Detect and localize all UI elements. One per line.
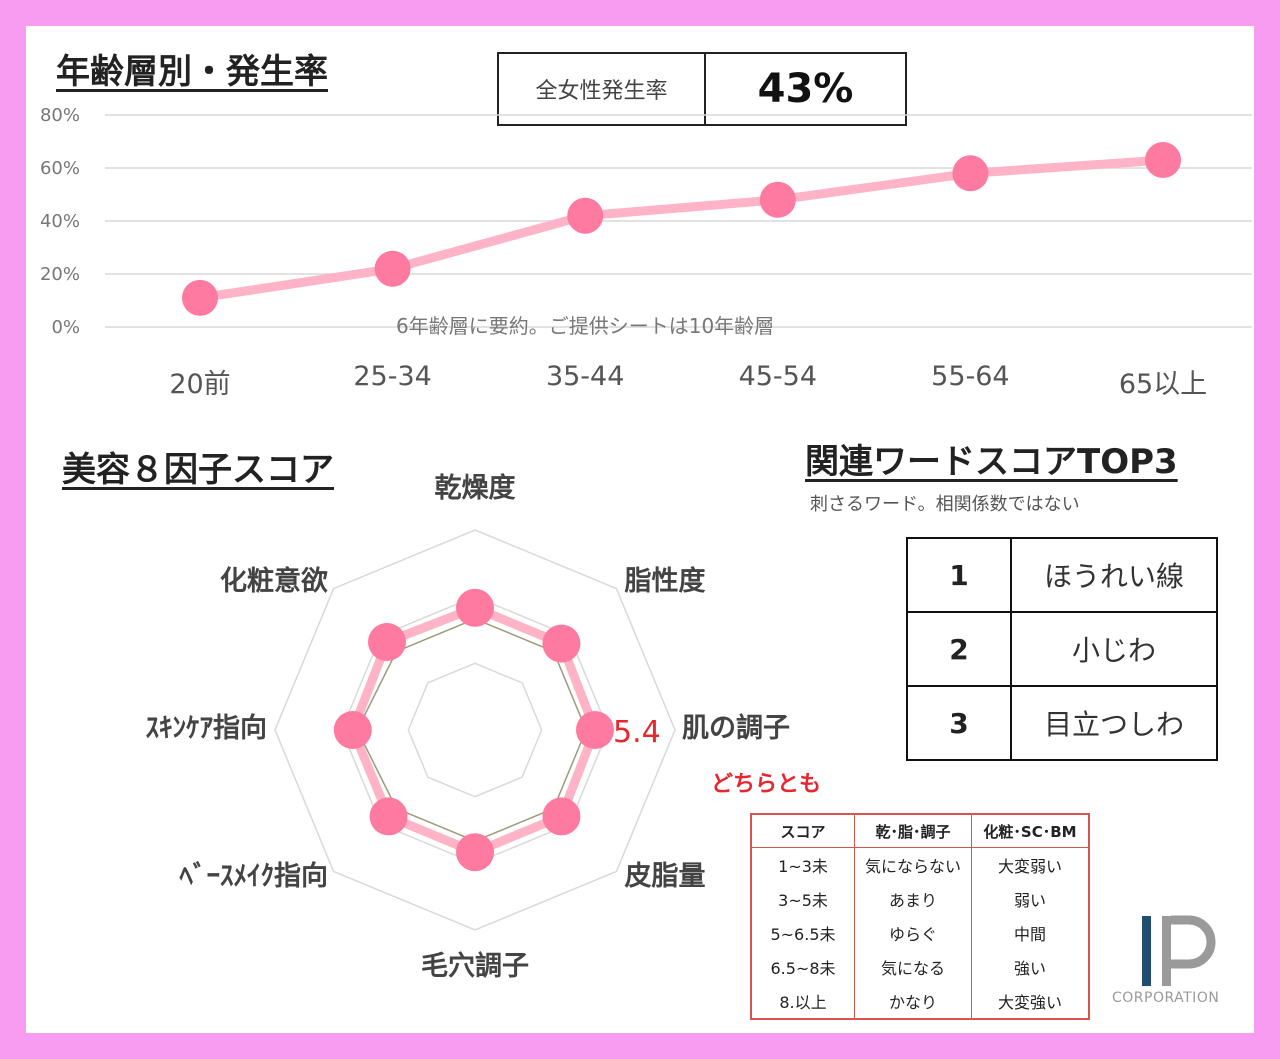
table-row: 3~5未 あまり 弱い [750,882,1090,916]
age-chart-heading: 年齢層別・発生率 [56,52,328,92]
radar-data-point [542,797,581,836]
company-logo-icon [1142,915,1216,986]
rank-cell: 3 [906,685,1012,761]
y-tick-label: 60% [40,158,80,179]
legend-header-row: スコア 乾･脂･調子 化粧･SC･BM [750,814,1090,848]
y-tick-label: 40% [40,211,80,232]
table-row: 6.5~8未 気になる 強い [750,950,1090,984]
data-point [567,197,604,234]
table-row: 3 目立つしわ [906,685,1218,761]
data-point [952,155,989,192]
word-cell: 目立つしわ [1010,685,1218,761]
radar-value-label: 5.4 [613,715,661,750]
radar-data-point [576,711,614,749]
legend-cell: あまり [854,882,972,916]
radar-axis-label: 肌の調子 [682,712,790,744]
legend-cell: 強い [971,950,1090,984]
radar-axis-label: 化粧意欲 [220,565,328,597]
logo-text: CORPORATION [1112,990,1220,1006]
word-cell: 小じわ [1010,611,1218,687]
radar-axis-label: 脂性度 [625,565,706,597]
data-point [374,250,411,287]
legend-header: スコア [750,814,855,848]
y-tick-label: 0% [51,317,80,338]
legend-cell: 1~3未 [750,847,855,882]
table-row: 2 小じわ [906,611,1218,687]
overall-rate-label: 全女性発生率 [499,54,706,124]
legend-cell: 中間 [971,916,1090,950]
age-line-chart: 0% 20% 40% 60% 80% 20前 25-34 35-44 45-54 55-64 65以… [40,105,1252,400]
data-point [182,279,218,316]
rank-cell: 2 [906,611,1012,687]
x-tick-label: 45-54 [739,361,817,392]
y-tick-label: 20% [40,264,80,285]
radar-heading: 美容８因子スコア [62,450,334,490]
legend-cell: 大変弱い [971,847,1090,882]
series-line [199,155,1164,303]
radar-data-point [456,833,494,872]
legend-cell: 3~5未 [750,882,855,916]
radar-axis-label: 毛穴調子 [421,950,529,982]
x-tick-label: 55-64 [931,361,1009,392]
x-tick-label: 35-44 [546,361,624,392]
x-tick-label: 65以上 [1119,369,1207,400]
radar-axis-label: 乾燥度 [435,472,516,504]
related-words-heading: 関連ワードスコアTOP3 [805,442,1178,482]
age-chart-note: 6年齢層に要約。ご提供シートは10年齢層 [396,314,775,338]
legend-cell: 気になる [854,950,972,984]
radar-axis-label: 皮脂量 [625,861,706,892]
legend-header: 乾･脂･調子 [854,814,972,848]
data-point [759,181,796,218]
data-point [1145,142,1181,179]
table-row: 1 ほうれい線 [906,537,1218,613]
radar-axis-label: ｽｷﾝｹｱ指向 [146,712,268,744]
legend-title: どちらとも [711,772,822,797]
legend-cell: ゆらぐ [854,916,972,950]
radar-data-point [369,797,408,836]
score-legend-table: スコア 乾･脂･調子 化粧･SC･BM 1~3未 気にならない 大変弱い 3~5… [750,813,1090,1020]
rank-cell: 1 [906,537,1012,613]
radar-data-point [542,624,581,663]
radar-data-point [368,623,407,662]
legend-cell: かなり [854,984,972,1019]
legend-cell: 5~6.5未 [750,916,855,950]
radar-gridline [407,662,543,798]
radar-axis-label: ﾍﾞｰｽﾒｲｸ指向 [179,860,329,892]
y-tick-label: 80% [40,105,80,126]
radar-gridline [274,529,676,931]
legend-cell: 大変強い [971,984,1090,1019]
x-tick-label: 25-34 [353,361,431,392]
word-cell: ほうれい線 [1010,537,1218,613]
table-row: 1~3未 気にならない 大変弱い [750,847,1090,882]
top3-table: 1 ほうれい線 2 小じわ 3 目立つしわ [906,537,1218,761]
legend-cell: 6.5~8未 [750,950,855,984]
table-row: 8.以上 かなり 大変強い [750,984,1090,1019]
overall-rate-box: 全女性発生率 43% [497,52,907,126]
radar-data-point [456,588,494,627]
legend-cell: 弱い [971,882,1090,916]
overall-rate-value: 43% [757,66,854,112]
radar-data-point [333,711,372,749]
x-tick-label: 20前 [169,369,230,400]
legend-cell: 気にならない [854,847,972,882]
table-row: 5~6.5未 ゆらぐ 中間 [750,916,1090,950]
legend-cell: 8.以上 [750,984,855,1019]
related-words-subtitle: 刺さるワード。相関係数ではない [810,494,1080,515]
legend-header: 化粧･SC･BM [971,814,1090,848]
